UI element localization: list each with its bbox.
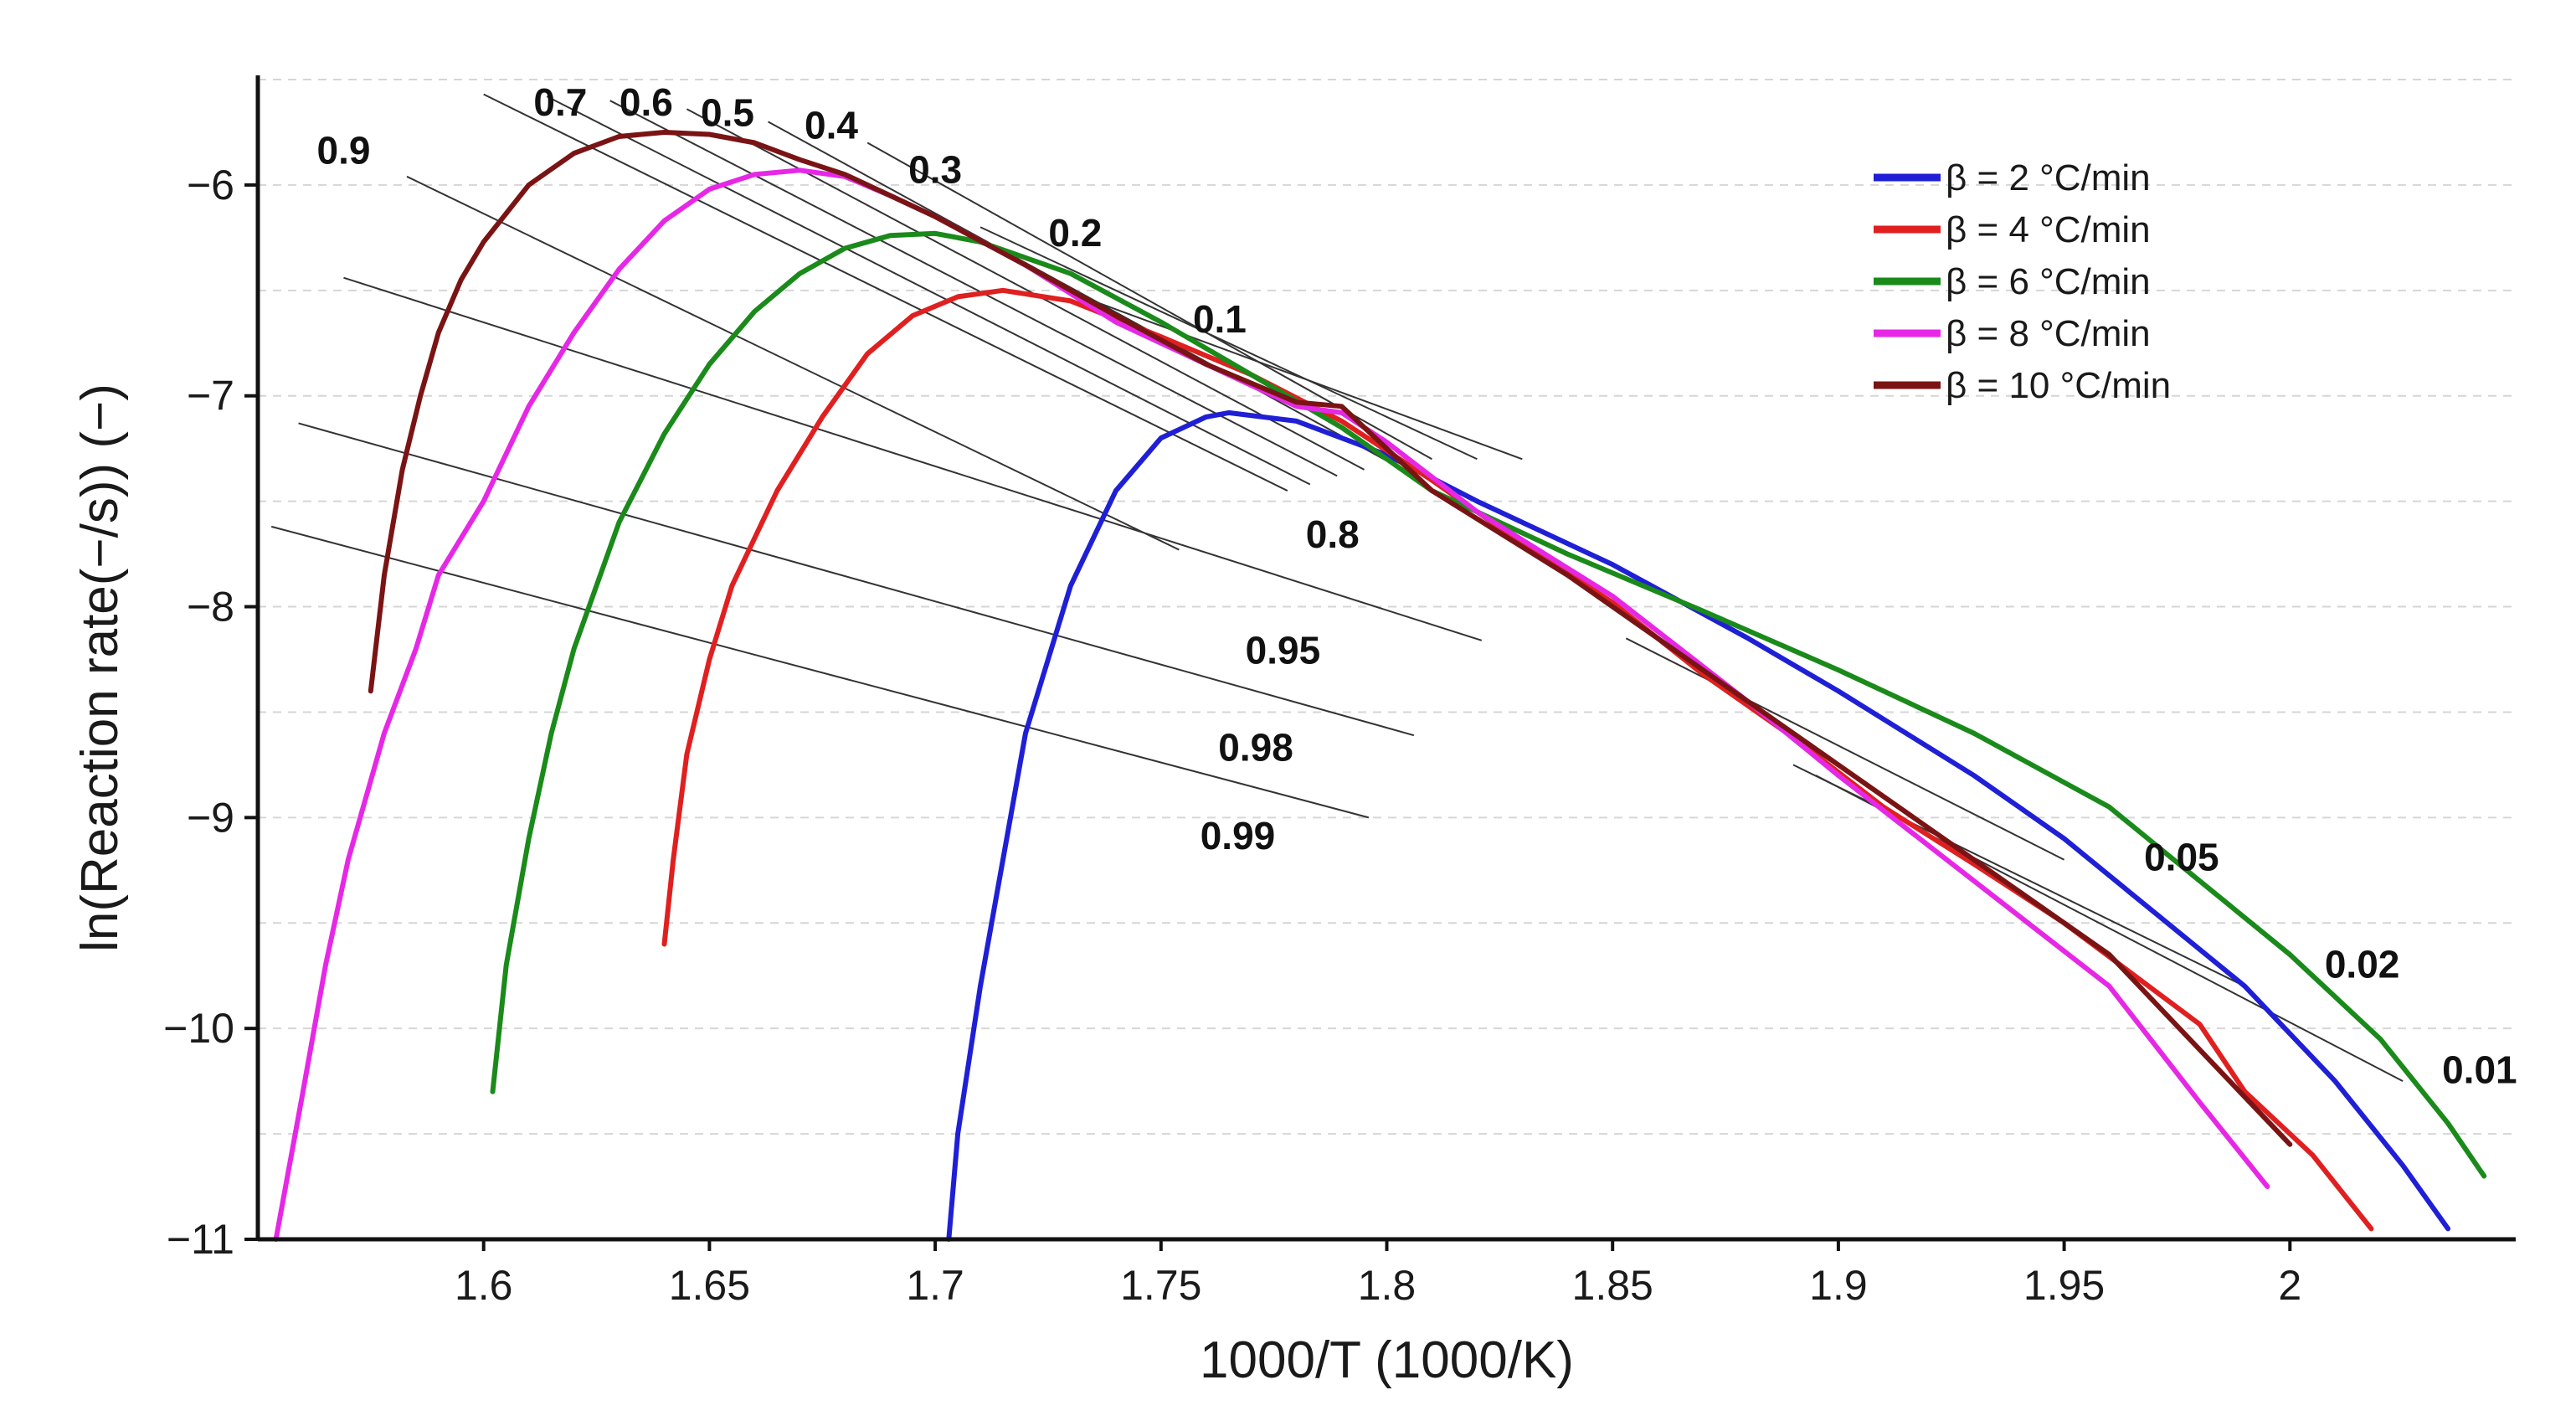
iso-label: 0.98	[1218, 725, 1293, 769]
iso-line-0_98	[298, 422, 1415, 737]
series-line-2	[661, 287, 2374, 1232]
y-tick-label: −11	[167, 1216, 234, 1263]
y-axis-title: ln(Reaction rate(−/s)) (−)	[71, 384, 129, 952]
iso-label: 0.8	[1306, 512, 1360, 556]
series-line-1	[946, 409, 2451, 1242]
x-axis-title: 1000/T (1000/K)	[1200, 1331, 1574, 1389]
iso-line-0_8	[483, 93, 1288, 492]
x-tick-label: 2	[2278, 1262, 2301, 1309]
y-tick-label: −10	[163, 1005, 234, 1052]
x-tick-label: 1.8	[1358, 1262, 1417, 1309]
y-tick-label: −8	[187, 584, 234, 631]
series-line-3	[490, 230, 2487, 1179]
iso-line-0_2	[979, 226, 1478, 461]
legend-label-2: β = 4 °C/min	[1946, 209, 2151, 250]
x-tick-label: 1.75	[1120, 1262, 1201, 1309]
iso-line-0_1	[1093, 300, 1523, 461]
iso-label: 0.02	[2325, 943, 2400, 986]
series-line-5	[368, 130, 2293, 1147]
iso-line-0_99	[270, 525, 1370, 819]
x-tick-label: 1.9	[1809, 1262, 1868, 1309]
iso-label: 0.6	[620, 80, 673, 124]
legend: β = 2 °C/min β = 4 °C/min β = 6 °C/min β = …	[1874, 157, 2171, 406]
iso-label: 0.01	[2442, 1048, 2517, 1092]
grid	[258, 79, 2516, 1135]
axes: 1.6 1.65 1.7 1.75 1.8 1.85 1.9 1.95 2 −6 −7 −8 −9 −10…	[71, 75, 2516, 1389]
legend-label-3: β = 6 °C/min	[1946, 261, 2151, 302]
iso-label: 0.2	[1048, 211, 1102, 255]
iso-label: 0.95	[1246, 629, 1321, 672]
y-tick-label: −7	[187, 373, 234, 420]
iso-label: 0.05	[2144, 835, 2219, 878]
iso-line-0_05	[1625, 637, 2065, 861]
legend-label-1: β = 2 °C/min	[1946, 157, 2151, 198]
iso-label: 0.5	[701, 90, 754, 134]
isoconversional-lines	[270, 93, 2404, 1083]
x-tick-label: 1.65	[669, 1262, 750, 1309]
iso-line-0_7	[546, 95, 1311, 486]
y-tick-label: −6	[187, 162, 234, 209]
x-tick-label: 1.6	[455, 1262, 513, 1309]
x-tick-label: 1.95	[2023, 1262, 2105, 1309]
iso-label: 0.4	[805, 104, 858, 147]
iso-line-0_6	[609, 100, 1338, 477]
iso-line-0_4	[768, 121, 1392, 465]
legend-label-5: β = 10 °C/min	[1946, 365, 2171, 406]
x-tick-label: 1.85	[1572, 1262, 1653, 1309]
iso-line-0_9	[406, 175, 1180, 551]
y-tick-label: −9	[187, 794, 234, 841]
iso-label: 0.1	[1193, 297, 1247, 341]
data-series	[273, 130, 2487, 1242]
x-tick-label: 1.7	[906, 1262, 964, 1309]
iso-label: 0.99	[1201, 814, 1276, 857]
iso-label: 0.9	[317, 129, 371, 172]
isoconversional-labels: 0.7 0.6 0.5 0.4 0.3 0.9 0.2 0.1 0.8 0.95 0.98 0.99 0…	[317, 80, 2517, 1092]
legend-label-4: β = 8 °C/min	[1946, 313, 2151, 354]
iso-line-0_95	[343, 276, 1483, 641]
iso-label: 0.7	[533, 80, 587, 124]
iso-label: 0.3	[908, 147, 962, 191]
